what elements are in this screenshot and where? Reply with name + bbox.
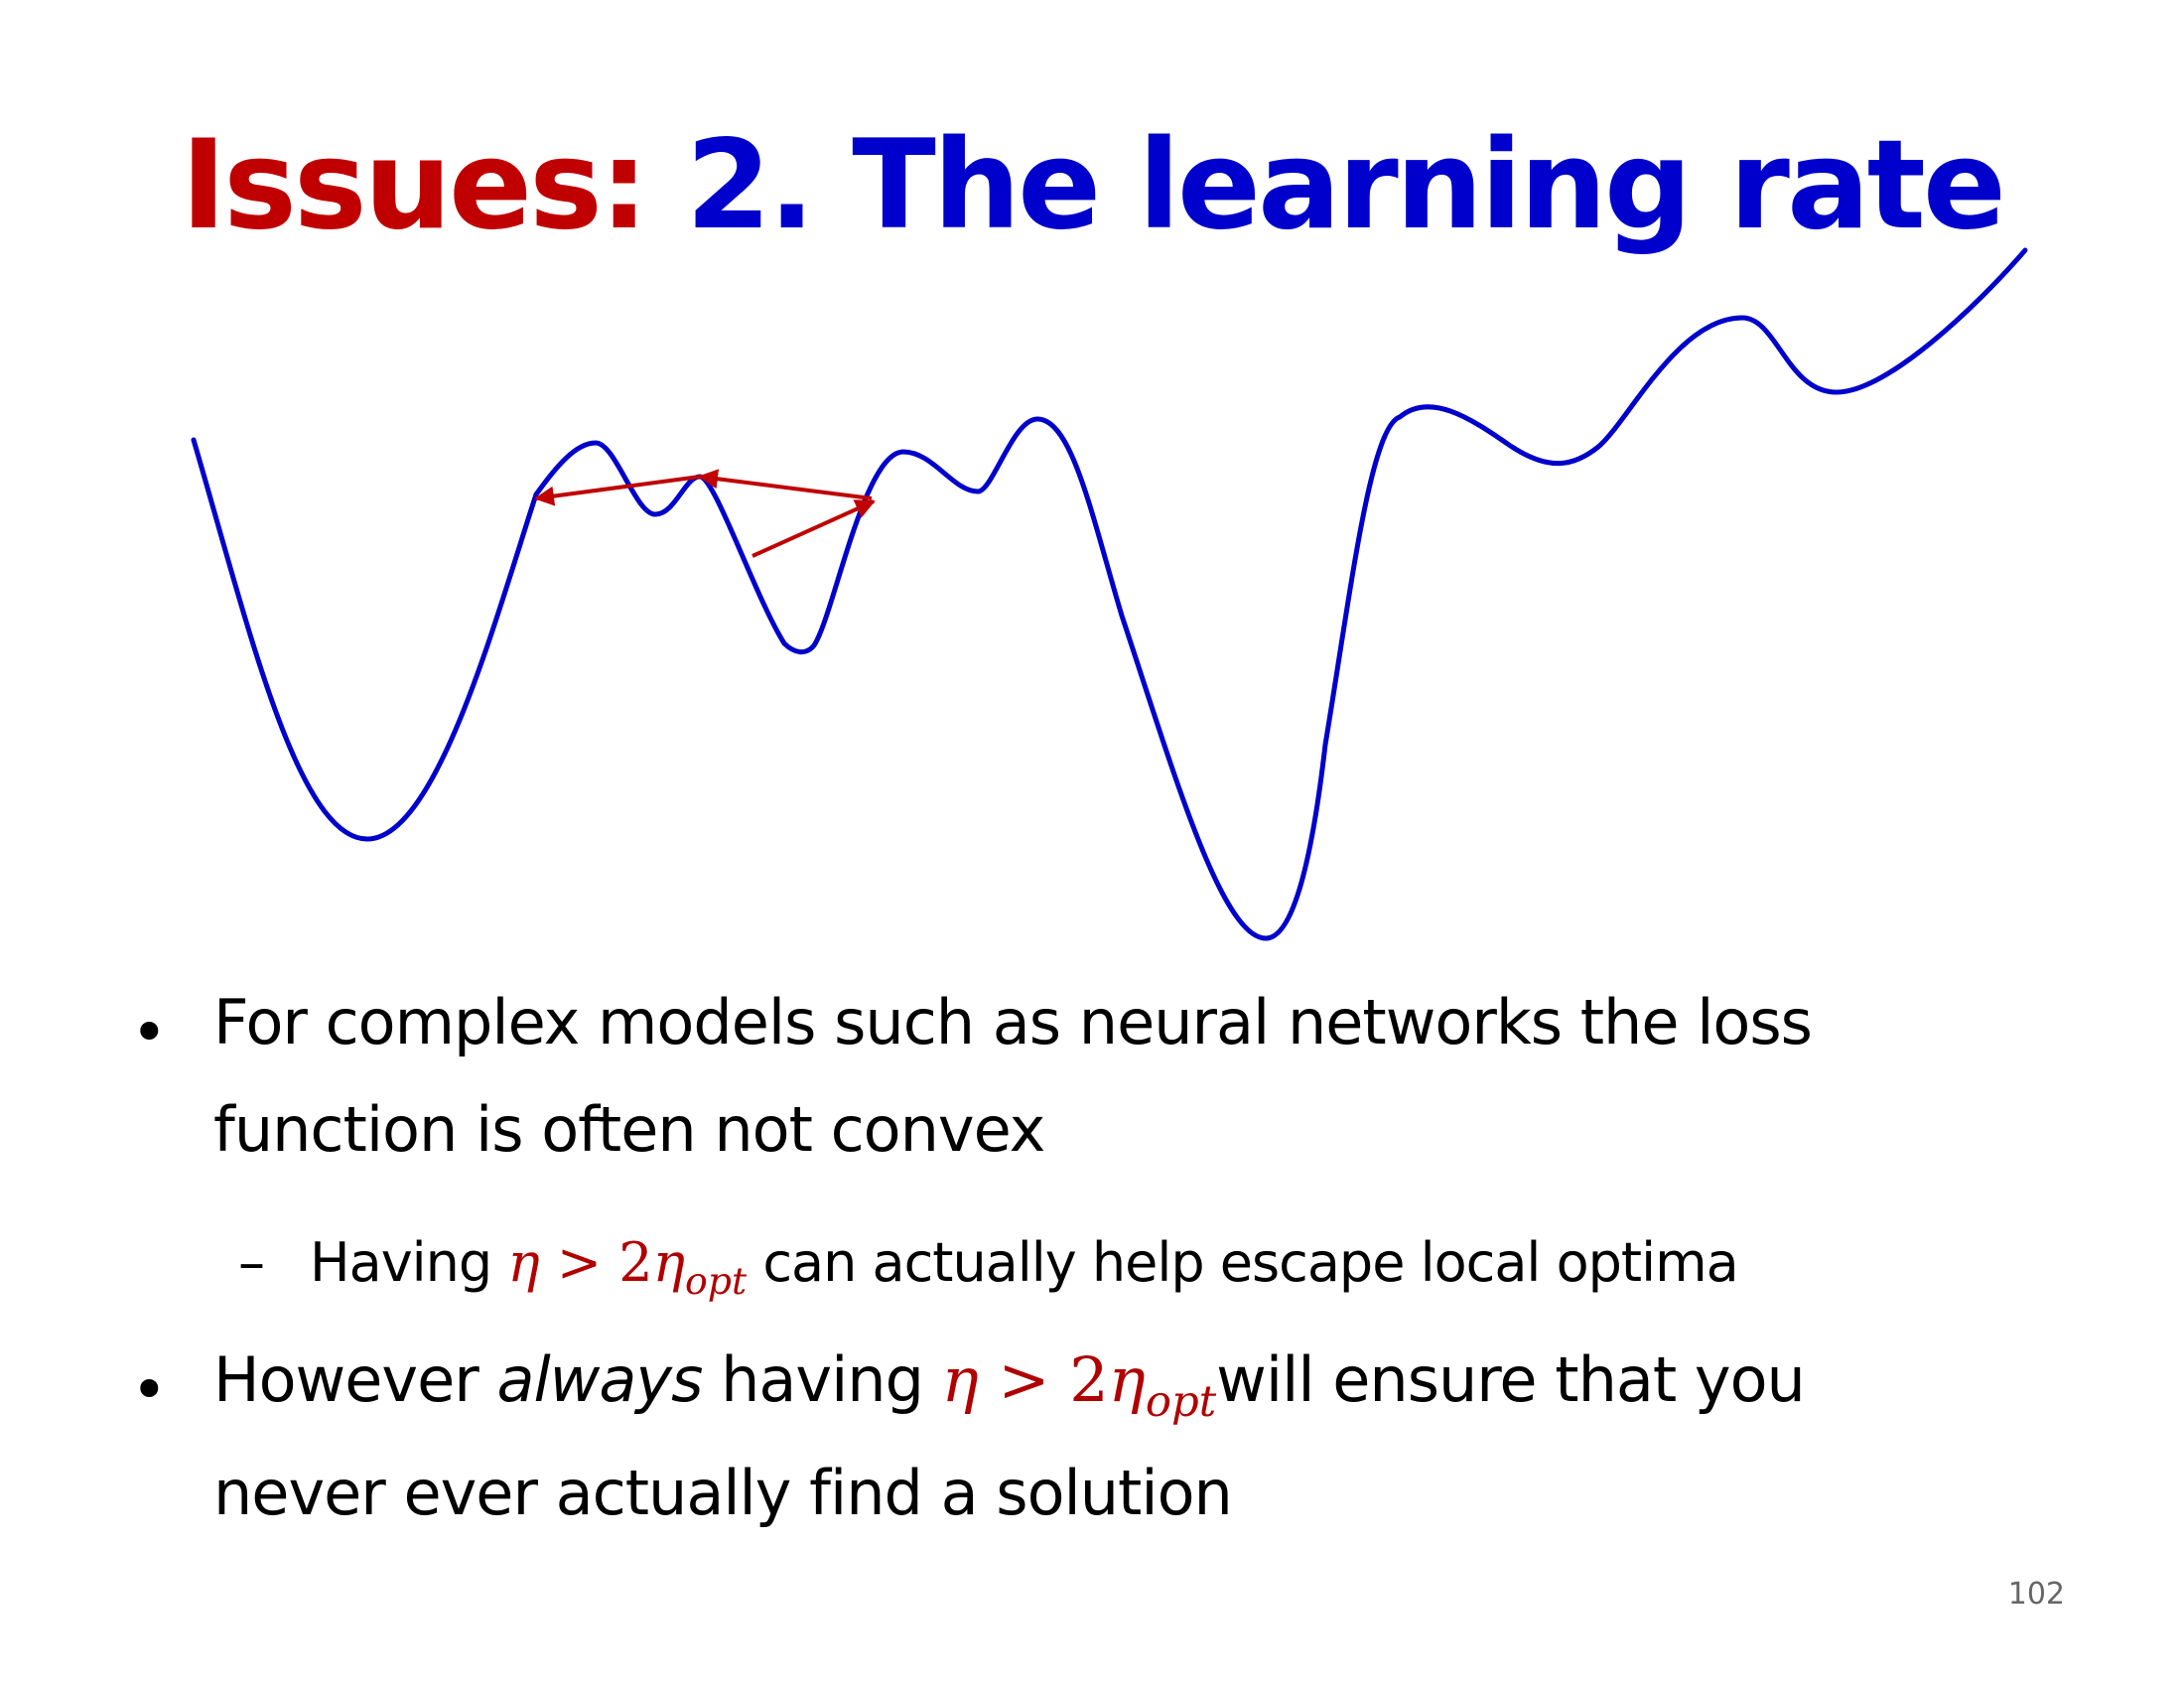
- page-number: 102: [2007, 1577, 2065, 1612]
- bullet-2-line-2: never ever actually find a solution: [213, 1454, 1233, 1533]
- bullet-2-text-mid: having: [721, 1343, 924, 1416]
- bullet-1-line-2: function is often not convex: [213, 1090, 1045, 1170]
- eta-inequality-formula: η > 2ηopt: [941, 1343, 1217, 1428]
- sub-bullet-marker: –: [238, 1231, 265, 1294]
- slide-title: Issues: 2. The learning rate: [0, 111, 2184, 260]
- bullet-marker: •: [131, 1353, 168, 1426]
- title-main: 2. The learning rate: [685, 114, 2006, 257]
- bullet-2-emphasis: always: [496, 1343, 703, 1416]
- bullet-1-text-1: For complex models such as neural networ…: [213, 986, 1813, 1058]
- bullet-2-line-1: However always having η > 2ηoptwill ensu…: [213, 1340, 1806, 1428]
- bullet-marker: •: [131, 996, 168, 1068]
- sub-bullet-text-after: can actually help escape local optima: [762, 1231, 1738, 1294]
- title-prefix: Issues:: [180, 114, 649, 257]
- non-convex-loss-curve-icon: [191, 247, 2028, 941]
- bullet-2-text-after: will ensure that you: [1216, 1343, 1806, 1416]
- red-step-arrows-icon: [534, 469, 876, 558]
- bullet-2-text-2: never ever actually find a solution: [213, 1457, 1233, 1529]
- bullet-2-text-before: However: [213, 1343, 479, 1416]
- eta-inequality-formula: η > 2ηopt: [507, 1231, 748, 1304]
- sub-bullet-text-before: Having: [310, 1231, 492, 1294]
- bullet-1-line-1: For complex models such as neural networ…: [213, 983, 1813, 1062]
- bullet-1-text-2: function is often not convex: [213, 1093, 1045, 1166]
- sub-bullet-line: Having η > 2ηopt can actually help escap…: [310, 1228, 1739, 1304]
